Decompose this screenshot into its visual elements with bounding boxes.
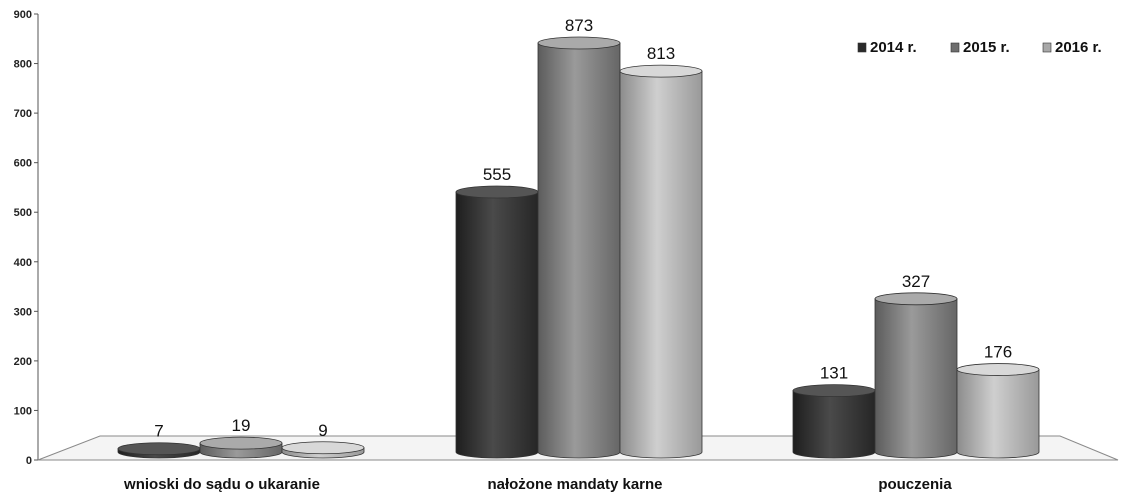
bar-top — [956, 363, 1040, 376]
legend-swatch — [1042, 42, 1052, 53]
legend-label: 2016 r. — [1055, 39, 1102, 56]
bar-top — [281, 441, 365, 455]
bar-body — [874, 298, 958, 459]
bar — [792, 384, 876, 459]
y-tick-label: 700 — [14, 108, 32, 120]
bar — [455, 185, 539, 459]
category-labels: wnioski do sądu o ukaranie nałożone manda… — [123, 476, 952, 493]
category-label: pouczenia — [878, 476, 952, 493]
bar — [199, 436, 283, 459]
value-label: 813 — [647, 44, 675, 63]
y-tick-label: 900 — [14, 9, 32, 21]
bar — [956, 363, 1040, 459]
value-label: 7 — [154, 422, 163, 441]
value-label: 327 — [902, 272, 930, 291]
legend-item: 2016 r. — [1042, 39, 1102, 56]
bar — [619, 64, 703, 459]
value-label: 131 — [820, 364, 848, 383]
category-label: nałożone mandaty karne — [487, 476, 662, 493]
legend-swatch — [857, 42, 867, 53]
y-tick-label: 100 — [14, 405, 32, 417]
bar-top — [199, 436, 283, 450]
bar — [281, 441, 365, 459]
y-tick-label: 200 — [14, 356, 32, 368]
bar-top — [874, 292, 958, 306]
value-label: 176 — [984, 343, 1012, 362]
bar-top — [537, 36, 621, 50]
bar-body — [956, 369, 1040, 459]
bar-top — [792, 384, 876, 398]
bar-body — [792, 390, 876, 459]
y-tick-label: 800 — [14, 59, 32, 71]
bar-top — [117, 442, 201, 456]
bar — [874, 292, 958, 459]
value-label: 873 — [565, 16, 593, 35]
category-label: wnioski do sądu o ukaranie — [123, 476, 320, 493]
y-tick-label: 400 — [14, 257, 32, 269]
y-axis: 0 100 200 300 400 500 600 700 800 900 — [14, 9, 39, 467]
bars — [117, 36, 1040, 459]
value-label: 9 — [318, 421, 327, 440]
value-labels: 7 555 131 19 873 327 9 813 176 — [154, 16, 1012, 441]
y-tick-label: 600 — [14, 158, 32, 170]
legend-item: 2015 r. — [950, 39, 1010, 56]
bar-top — [455, 185, 539, 199]
bar — [537, 36, 621, 459]
bar-body — [619, 70, 703, 459]
value-label: 555 — [483, 165, 511, 184]
y-tick-label: 300 — [14, 306, 32, 318]
y-tick-label: 0 — [26, 455, 32, 467]
bar-top — [619, 64, 703, 78]
value-label: 19 — [232, 416, 251, 435]
legend-swatch — [950, 42, 960, 53]
legend-item: 2014 r. — [857, 39, 917, 56]
legend: 2014 r. 2015 r. 2016 r. — [857, 39, 1102, 56]
bar-body — [455, 191, 539, 459]
bar — [117, 442, 201, 459]
legend-label: 2014 r. — [870, 39, 917, 56]
bar-body — [537, 42, 621, 459]
legend-label: 2015 r. — [963, 39, 1010, 56]
y-tick-label: 500 — [14, 207, 32, 219]
